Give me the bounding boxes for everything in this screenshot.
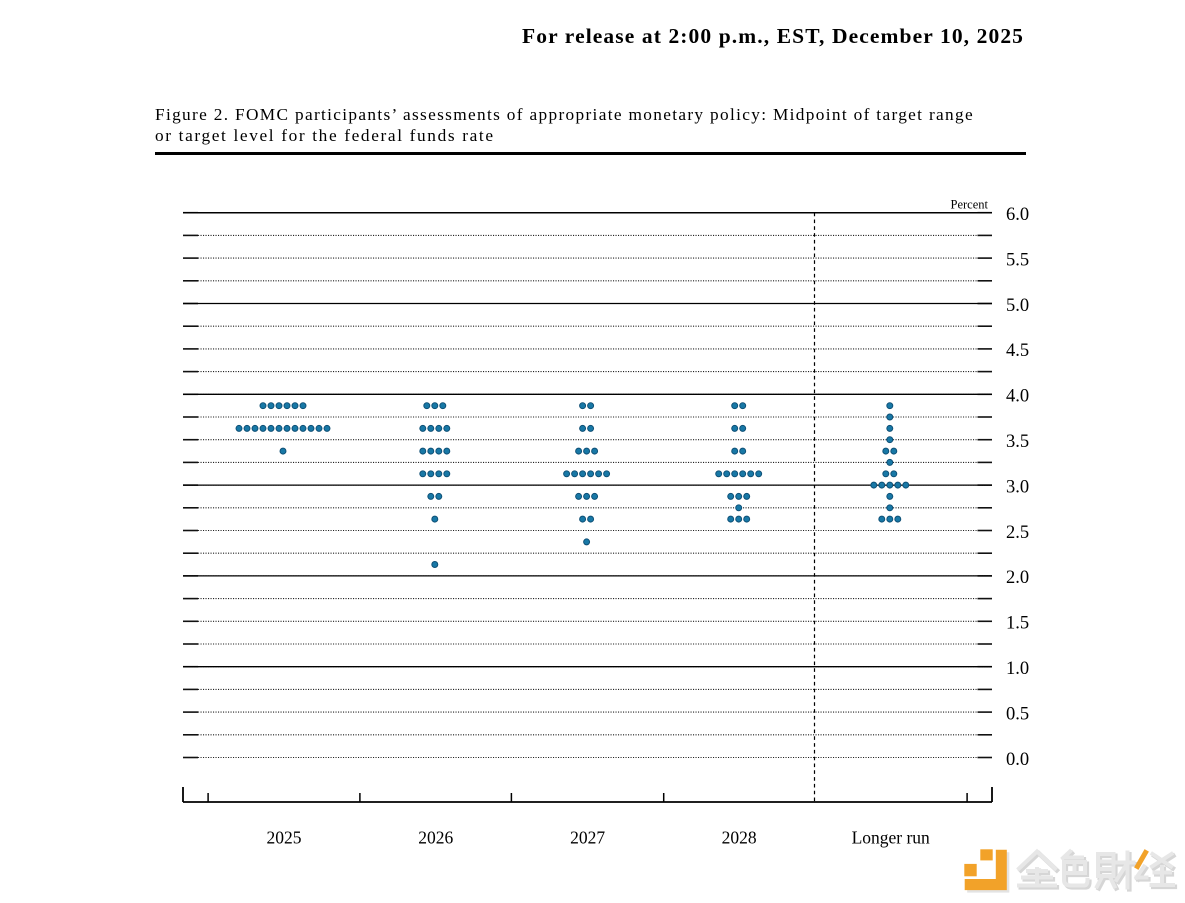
svg-text:0.5: 0.5 bbox=[1006, 704, 1029, 724]
svg-text:2025: 2025 bbox=[267, 828, 302, 848]
svg-text:3.0: 3.0 bbox=[1006, 477, 1029, 497]
svg-text:1.5: 1.5 bbox=[1006, 614, 1029, 634]
svg-text:5.5: 5.5 bbox=[1006, 250, 1029, 270]
svg-text:2.5: 2.5 bbox=[1006, 523, 1029, 543]
svg-text:2026: 2026 bbox=[418, 828, 453, 848]
svg-text:5.0: 5.0 bbox=[1006, 296, 1029, 316]
svg-text:2028: 2028 bbox=[722, 828, 757, 848]
svg-text:1.0: 1.0 bbox=[1006, 659, 1029, 679]
svg-text:Percent: Percent bbox=[951, 198, 989, 212]
svg-text:0.0: 0.0 bbox=[1006, 750, 1029, 770]
svg-text:2.0: 2.0 bbox=[1006, 568, 1029, 588]
svg-text:2027: 2027 bbox=[570, 828, 605, 848]
svg-text:4.5: 4.5 bbox=[1006, 341, 1029, 361]
svg-text:Longer run: Longer run bbox=[852, 828, 930, 848]
svg-text:6.0: 6.0 bbox=[1006, 205, 1029, 225]
svg-text:3.5: 3.5 bbox=[1006, 432, 1029, 452]
svg-text:4.0: 4.0 bbox=[1006, 387, 1029, 407]
